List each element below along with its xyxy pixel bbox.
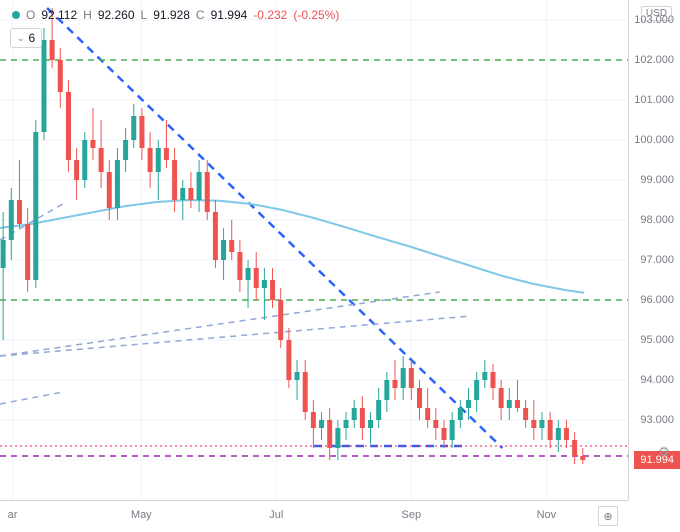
y-axis-label: 93.000	[640, 414, 674, 426]
y-axis-label: 94.000	[640, 374, 674, 386]
ohlc-o-value: 92.112	[41, 8, 77, 22]
ohlc-bar: O 92.112 H 92.260 L 91.928 C 91.994 -0.2…	[12, 8, 339, 22]
y-axis-label: 96.000	[640, 294, 674, 306]
ohlc-h-value: 92.260	[98, 8, 135, 22]
y-axis-label: 100.000	[634, 134, 674, 146]
chevron-down-icon: ⌄	[17, 33, 25, 44]
interval-value: 6	[29, 31, 36, 45]
y-axis-label: 95.000	[640, 334, 674, 346]
y-axis-label: 98.000	[640, 214, 674, 226]
y-axis-label: 102.000	[634, 54, 674, 66]
y-axis-label: 103.000	[634, 14, 674, 26]
ohlc-change-abs: -0.232	[253, 8, 287, 22]
x-axis-label: Nov	[537, 509, 557, 521]
x-axis-label: Sep	[402, 509, 422, 521]
zoom-button[interactable]: ⊕	[598, 506, 618, 526]
ohlc-o-label: O	[26, 8, 35, 22]
y-axis-label: 99.000	[640, 174, 674, 186]
ohlc-h-label: H	[83, 8, 92, 22]
plot-svg	[0, 0, 628, 500]
ohlc-l-label: L	[141, 8, 148, 22]
y-axis[interactable]: USD 92.00093.00094.00095.00096.00097.000…	[628, 0, 680, 500]
interval-selector[interactable]: ⌄ 6	[10, 28, 42, 48]
ohlc-c-value: 91.994	[211, 8, 248, 22]
ohlc-l-value: 91.928	[153, 8, 190, 22]
x-axis[interactable]: ar May Jul Sep Nov ⊕	[0, 500, 628, 532]
x-axis-label: May	[131, 509, 152, 521]
x-axis-label: Jul	[269, 509, 283, 521]
ohlc-change-pct: (-0.25%)	[293, 8, 339, 22]
ohlc-c-label: C	[196, 8, 205, 22]
y-axis-label: 101.000	[634, 94, 674, 106]
series-dot-icon	[12, 11, 20, 19]
chart-plot-area[interactable]	[0, 0, 628, 500]
y-axis-label: 97.000	[640, 254, 674, 266]
gear-icon[interactable]: ⚙	[654, 442, 674, 462]
chart-container: O 92.112 H 92.260 L 91.928 C 91.994 -0.2…	[0, 0, 680, 532]
x-axis-label: ar	[8, 509, 18, 521]
